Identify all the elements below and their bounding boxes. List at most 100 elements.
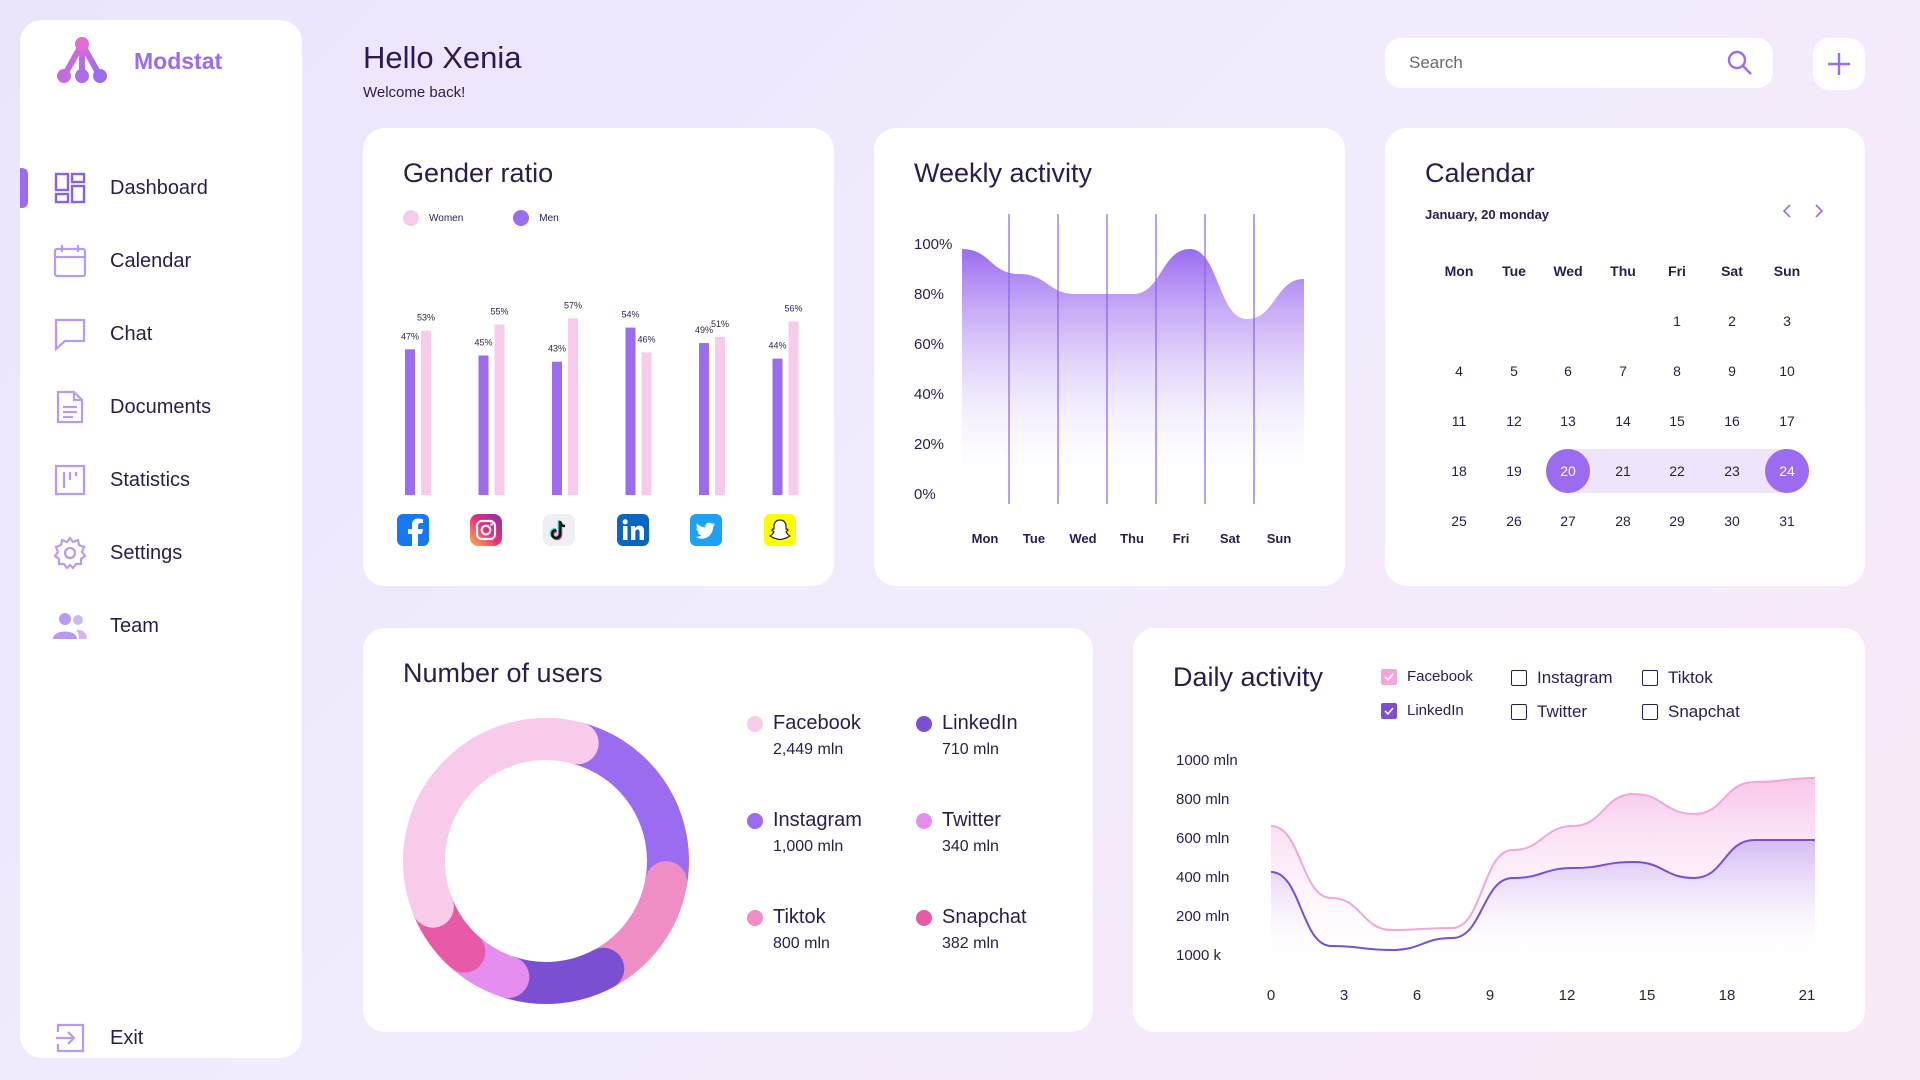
checkbox[interactable] [1511, 704, 1527, 720]
sidebar-item-chat[interactable]: Chat [20, 306, 302, 362]
filter-label: LinkedIn [1407, 702, 1464, 719]
page-title: Hello Xenia [363, 40, 522, 75]
x-tick-label: Sat [1220, 531, 1241, 546]
filter-linkedin[interactable]: LinkedIn [1381, 702, 1464, 719]
weekday-header: Fri [1668, 263, 1686, 279]
sidebar-item-settings[interactable]: Settings [20, 525, 302, 581]
calendar-day[interactable]: 14 [1615, 413, 1631, 429]
calendar-day[interactable]: 29 [1669, 513, 1685, 529]
calendar-day[interactable]: 25 [1451, 513, 1467, 529]
calendar-day[interactable]: 6 [1564, 363, 1572, 379]
checkbox[interactable] [1511, 670, 1527, 686]
calendar-day[interactable]: 2 [1728, 313, 1736, 329]
search-bar[interactable]: Search [1385, 38, 1773, 88]
x-tick-label: Thu [1120, 531, 1144, 546]
exit-button[interactable]: Exit [20, 1010, 302, 1066]
checkbox[interactable] [1642, 704, 1658, 720]
gender-legend: Women Men [403, 210, 559, 226]
legend-value: 2,449 mln [773, 741, 844, 758]
calendar-day[interactable]: 11 [1451, 413, 1467, 429]
calendar-day-selected[interactable]: 20 [1546, 449, 1590, 493]
calendar-day[interactable]: 4 [1455, 363, 1463, 379]
chevron-right-icon[interactable] [1813, 202, 1825, 225]
search-icon[interactable] [1727, 50, 1753, 81]
calendar-day[interactable]: 31 [1779, 513, 1795, 529]
calendar-day[interactable]: 9 [1728, 363, 1736, 379]
calendar-day[interactable]: 28 [1615, 513, 1631, 529]
calendar-day[interactable]: 16 [1724, 413, 1740, 429]
bar-women-twitter [715, 336, 725, 495]
sidebar-item-label: Calendar [110, 249, 192, 272]
linkedin-line [1270, 839, 1815, 952]
weekday-header: Mon [1444, 263, 1474, 279]
logo[interactable]: Modstat [52, 36, 222, 86]
y-tick-label: 80% [914, 286, 944, 303]
weekday-header: Sun [1773, 263, 1801, 279]
calendar-day-selected[interactable]: 24 [1765, 449, 1809, 493]
sidebar-item-documents[interactable]: Documents [20, 379, 302, 435]
calendar-day[interactable]: 21 [1615, 463, 1631, 479]
legend-men-label: Men [539, 212, 559, 224]
calendar-day[interactable]: 17 [1779, 413, 1795, 429]
calendar-day[interactable]: 27 [1560, 513, 1576, 529]
legend-dot [916, 813, 932, 829]
calendar-day[interactable]: 5 [1510, 363, 1518, 379]
y-tick-label: 100% [914, 236, 952, 253]
filter-label: Twitter [1537, 702, 1588, 721]
daily-activity-chart: 1000 mln 800 mln 600 mln 400 mln 200 mln 1000… [1176, 752, 1816, 1004]
sidebar-item-dashboard[interactable]: Dashboard [20, 160, 302, 216]
legend-dot [747, 813, 763, 829]
calendar-day[interactable]: 23 [1724, 463, 1740, 479]
twitter-icon [690, 514, 722, 551]
calendar-day[interactable]: 18 [1451, 463, 1467, 479]
calendar-day[interactable]: 19 [1506, 463, 1522, 479]
calendar-day[interactable]: 1 [1673, 313, 1681, 329]
checkbox-checked[interactable] [1381, 702, 1397, 719]
filter-label: Tiktok [1668, 668, 1713, 687]
calendar-day[interactable]: 15 [1669, 413, 1685, 429]
calendar-day[interactable]: 26 [1506, 513, 1522, 529]
sidebar-item-label: Dashboard [110, 176, 208, 199]
y-tick-label: 400 mln [1176, 869, 1229, 886]
legend-value: 382 mln [942, 935, 999, 952]
checkbox-checked[interactable] [1381, 668, 1397, 685]
weekly-activity-title: Weekly activity [914, 158, 1093, 188]
x-tick-label: 3 [1340, 987, 1348, 1004]
weekday-header: Tue [1502, 263, 1526, 279]
search-input[interactable]: Search [1409, 53, 1463, 72]
add-button[interactable] [1813, 38, 1865, 90]
sidebar-item-team[interactable]: Team [20, 598, 302, 654]
calendar-day[interactable]: 22 [1669, 463, 1685, 479]
sidebar-item-statistics[interactable]: Statistics [20, 452, 302, 508]
donut-segment-facebook [403, 718, 599, 928]
bar-label-women: 46% [637, 334, 655, 344]
calendar-day[interactable]: 3 [1783, 313, 1791, 329]
legend-name: Twitter [942, 809, 1001, 831]
calendar-day[interactable]: 30 [1724, 513, 1740, 529]
calendar-day[interactable]: 10 [1779, 363, 1795, 379]
calendar-day[interactable]: 12 [1506, 413, 1522, 429]
tiktok-icon [543, 514, 575, 551]
checkbox[interactable] [1642, 670, 1658, 686]
calendar-day[interactable]: 8 [1673, 363, 1681, 379]
chevron-left-icon[interactable] [1781, 202, 1793, 225]
weekday-header: Wed [1553, 263, 1583, 279]
users-legend-item-twitter: Twitter 340 mln [916, 809, 1001, 856]
legend-dot [747, 716, 763, 732]
calendar-day[interactable]: 7 [1619, 363, 1627, 379]
filter-twitter[interactable]: Twitter [1511, 702, 1587, 722]
filter-instagram[interactable]: Instagram [1511, 668, 1613, 688]
filter-tiktok[interactable]: Tiktok [1642, 668, 1713, 688]
sidebar-item-calendar[interactable]: Calendar [20, 233, 302, 289]
bar-label-women: 51% [711, 319, 729, 329]
bar-men-facebook [405, 349, 415, 495]
facebook-line [1270, 777, 1816, 932]
filter-snapchat[interactable]: Snapchat [1642, 702, 1740, 722]
bar-men-tiktok [552, 361, 562, 495]
bar-label-women: 57% [564, 300, 582, 310]
calendar-day[interactable]: 13 [1560, 413, 1576, 429]
exit-icon [52, 1020, 88, 1056]
filter-facebook[interactable]: Facebook [1381, 668, 1473, 685]
y-tick-label: 800 mln [1176, 791, 1229, 808]
users-legend-item-facebook: Facebook 2,449 mln [747, 712, 861, 759]
